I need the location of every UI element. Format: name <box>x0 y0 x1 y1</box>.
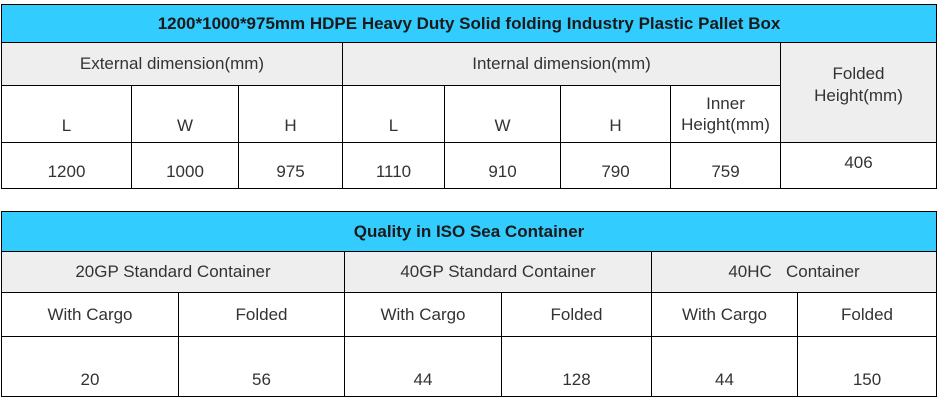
container-loading-table: Quality in ISO Sea Container 20GP Standa… <box>0 211 937 397</box>
container-table-title: Quality in ISO Sea Container <box>0 211 937 252</box>
group-40hc-header: 40HC Container <box>650 251 937 293</box>
ext-l-header: L <box>1 85 132 143</box>
40hc-folded-value: 150 <box>796 336 937 397</box>
40gp-folded-header: Folded <box>501 292 652 337</box>
int-h-header: H <box>560 85 671 143</box>
internal-dimension-header: Internal dimension(mm) <box>342 42 781 86</box>
int-l-value: 1110 <box>342 142 445 189</box>
folded-height-header: Folded Height(mm) <box>780 42 937 143</box>
inner-height-line2: Height(mm) <box>681 115 770 134</box>
40gp-folded-value: 128 <box>501 336 652 397</box>
40gp-with-cargo-value: 44 <box>344 336 502 397</box>
ext-h-value: 975 <box>238 142 343 189</box>
ext-h-header: H <box>238 85 343 143</box>
pallet-spec-table: 1200*1000*975mm HDPE Heavy Duty Solid fo… <box>1 4 937 189</box>
20gp-with-cargo-header: With Cargo <box>1 292 179 337</box>
ext-w-value: 1000 <box>131 142 239 189</box>
inner-height-line1: Inner <box>706 94 745 113</box>
40hc-folded-header: Folded <box>796 292 937 337</box>
spec-table-title: 1200*1000*975mm HDPE Heavy Duty Solid fo… <box>1 4 937 43</box>
group-40gp-header: 40GP Standard Container <box>344 251 652 293</box>
folded-header-line1: Folded <box>832 64 885 83</box>
20gp-folded-value: 56 <box>178 336 345 397</box>
external-dimension-header: External dimension(mm) <box>1 42 343 86</box>
40hc-with-cargo-value: 44 <box>651 336 798 397</box>
ext-l-value: 1200 <box>1 142 132 189</box>
group-20gp-header: 20GP Standard Container <box>1 251 345 293</box>
folded-height-value: 406 <box>780 142 937 189</box>
int-l-header: L <box>342 85 445 143</box>
int-h-value: 790 <box>560 142 671 189</box>
ext-w-header: W <box>131 85 239 143</box>
inner-height-header: Inner Height(mm) <box>670 85 781 143</box>
40gp-with-cargo-header: With Cargo <box>344 292 502 337</box>
20gp-with-cargo-value: 20 <box>1 336 179 397</box>
40hc-with-cargo-header: With Cargo <box>651 292 798 337</box>
folded-header-line2: Height(mm) <box>814 86 903 105</box>
inner-height-value: 759 <box>670 142 781 189</box>
int-w-value: 910 <box>444 142 561 189</box>
20gp-folded-header: Folded <box>178 292 345 337</box>
int-w-header: W <box>444 85 561 143</box>
